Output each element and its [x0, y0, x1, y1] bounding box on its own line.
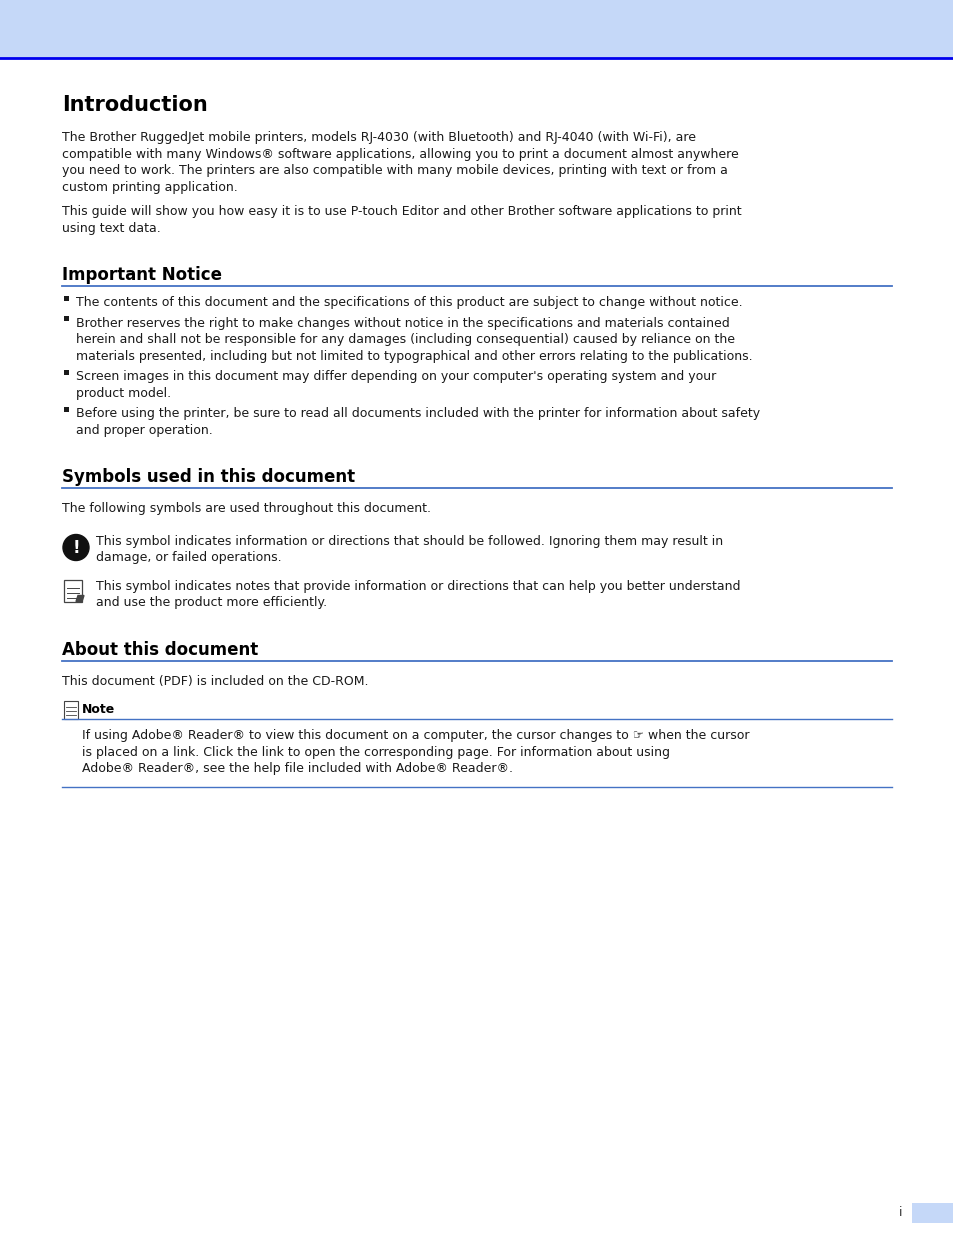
Bar — [911, 1203, 953, 1223]
Text: Adobe® Reader®, see the help file included with Adobe® Reader®.: Adobe® Reader®, see the help file includ… — [82, 762, 513, 776]
Bar — [64, 295, 69, 300]
Bar — [0, 0, 953, 58]
Text: Introduction: Introduction — [62, 95, 208, 115]
Text: is placed on a link. Click the link to open the corresponding page. For informat: is placed on a link. Click the link to o… — [82, 746, 669, 758]
Text: i: i — [898, 1207, 901, 1219]
Text: !: ! — [72, 538, 80, 557]
Text: and proper operation.: and proper operation. — [76, 424, 213, 436]
Text: materials presented, including but not limited to typographical and other errors: materials presented, including but not l… — [76, 350, 752, 363]
Text: The Brother RuggedJet mobile printers, models RJ-4030 (with Bluetooth) and RJ-40: The Brother RuggedJet mobile printers, m… — [62, 131, 696, 144]
Text: Note: Note — [82, 703, 115, 716]
Text: you need to work. The printers are also compatible with many mobile devices, pri: you need to work. The printers are also … — [62, 164, 727, 177]
Bar — [64, 701, 78, 719]
Text: This guide will show you how easy it is to use P-touch Editor and other Brother : This guide will show you how easy it is … — [62, 205, 740, 219]
Text: using text data.: using text data. — [62, 221, 161, 235]
Circle shape — [63, 535, 89, 561]
Text: About this document: About this document — [62, 641, 258, 658]
Text: This document (PDF) is included on the CD-ROM.: This document (PDF) is included on the C… — [62, 674, 368, 688]
Text: Before using the printer, be sure to read all documents included with the printe: Before using the printer, be sure to rea… — [76, 408, 760, 420]
Text: damage, or failed operations.: damage, or failed operations. — [96, 551, 281, 564]
Bar — [64, 406, 69, 411]
Text: The contents of this document and the specifications of this product are subject: The contents of this document and the sp… — [76, 296, 741, 309]
Text: Brother reserves the right to make changes without notice in the specifications : Brother reserves the right to make chang… — [76, 316, 729, 330]
Text: If using Adobe® Reader® to view this document on a computer, the cursor changes : If using Adobe® Reader® to view this doc… — [82, 729, 749, 742]
Text: product model.: product model. — [76, 387, 171, 399]
Text: This symbol indicates notes that provide information or directions that can help: This symbol indicates notes that provide… — [96, 579, 740, 593]
Text: and use the product more efficiently.: and use the product more efficiently. — [96, 597, 327, 609]
Text: Important Notice: Important Notice — [62, 266, 222, 284]
Text: custom printing application.: custom printing application. — [62, 180, 237, 194]
Text: The following symbols are used throughout this document.: The following symbols are used throughou… — [62, 501, 431, 515]
Text: This symbol indicates information or directions that should be followed. Ignorin: This symbol indicates information or dir… — [96, 535, 722, 547]
Text: Screen images in this document may differ depending on your computer's operating: Screen images in this document may diffe… — [76, 370, 716, 383]
Text: herein and shall not be responsible for any damages (including consequential) ca: herein and shall not be responsible for … — [76, 333, 734, 346]
Text: Symbols used in this document: Symbols used in this document — [62, 468, 355, 487]
Bar — [64, 369, 69, 374]
Polygon shape — [76, 595, 84, 601]
Text: compatible with many Windows® software applications, allowing you to print a doc: compatible with many Windows® software a… — [62, 147, 738, 161]
Bar — [64, 316, 69, 321]
Bar — [64, 579, 82, 601]
